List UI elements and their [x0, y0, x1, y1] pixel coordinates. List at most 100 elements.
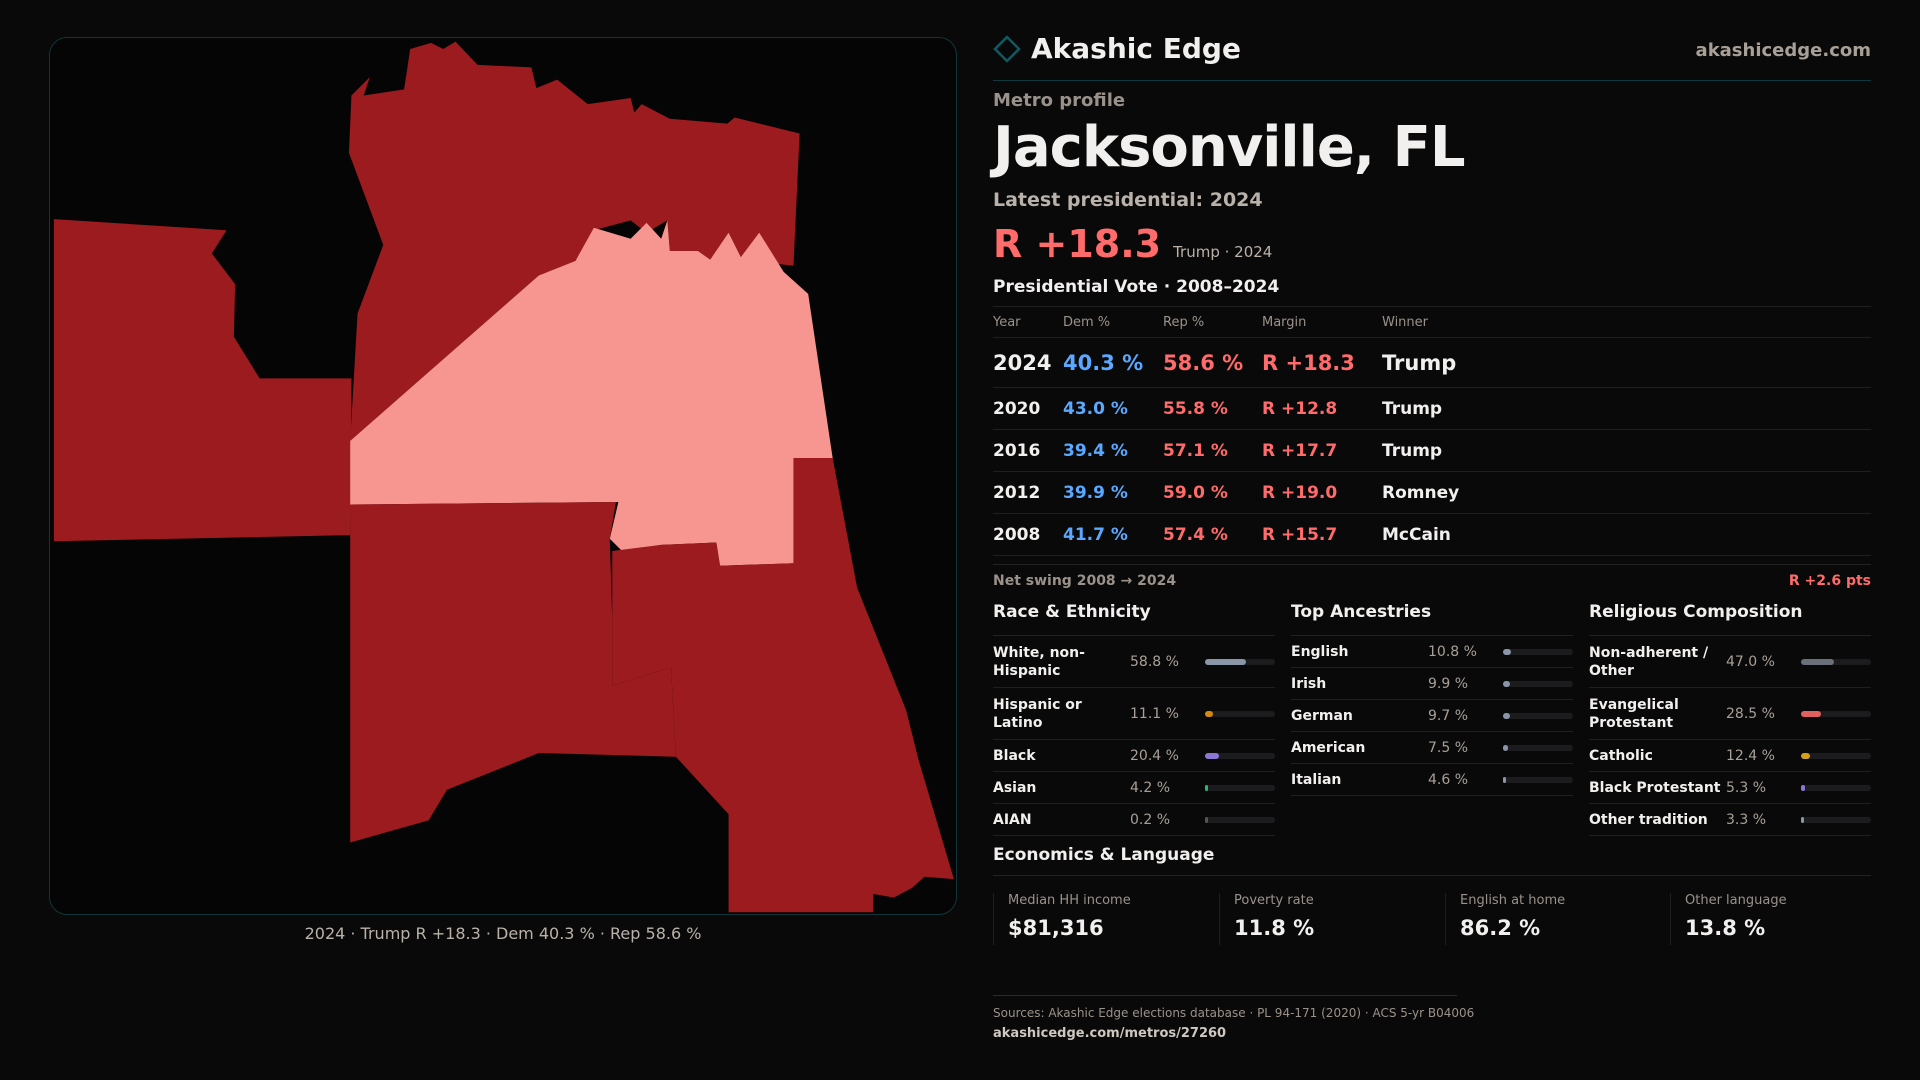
list-item: American 7.5 %	[1291, 732, 1573, 764]
list-item: White, non-Hispanic 58.8 %	[993, 636, 1275, 688]
item-bar	[1503, 712, 1573, 719]
site-link[interactable]: akashicedge.com	[1695, 40, 1871, 61]
item-bar	[1801, 710, 1871, 717]
latest-label: Latest presidential: 2024	[993, 189, 1263, 211]
dem-pct: 39.9 %	[1063, 482, 1128, 503]
item-bar-fill	[1801, 784, 1805, 791]
vote-table-title: Presidential Vote · 2008–2024	[993, 277, 1280, 297]
item-bar	[1205, 710, 1275, 717]
item-label: Irish	[1291, 675, 1327, 692]
ancestry-section: Top Ancestries English 10.8 % Irish 9.9 % Ge…	[1291, 602, 1573, 796]
list-item: Catholic 12.4 %	[1589, 740, 1871, 772]
item-bar-fill	[1205, 710, 1213, 717]
stat-value: 13.8 %	[1685, 916, 1766, 940]
table-row: 2020 43.0 % 55.8 % R +12.8 Trump	[993, 388, 1871, 430]
headline-sub: Trump · 2024	[1173, 243, 1273, 261]
brand[interactable]: Akashic Edge	[993, 32, 1241, 65]
item-value: 12.4 %	[1726, 747, 1775, 764]
item-bar	[1205, 658, 1275, 665]
year: 2008	[993, 524, 1041, 545]
footer-divider	[993, 995, 1457, 996]
vote-table: Year Dem % Rep % Margin Winner 2024 40.3…	[993, 306, 1871, 558]
item-value: 4.6 %	[1428, 771, 1469, 788]
county-core[interactable]	[350, 220, 833, 566]
winner: Romney	[1382, 482, 1460, 503]
item-value: 58.8 %	[1130, 653, 1179, 670]
item-value: 11.1 %	[1130, 705, 1179, 722]
item-bar	[1503, 776, 1573, 783]
list-item: Irish 9.9 %	[1291, 668, 1573, 700]
winner: Trump	[1382, 350, 1457, 375]
divider	[993, 564, 1871, 565]
item-label: Italian	[1291, 771, 1342, 788]
stat-other-language: Other language 13.8 %	[1670, 893, 1787, 945]
item-bar	[1801, 816, 1871, 823]
stat-label: English at home	[1460, 893, 1566, 908]
year: 2024	[993, 350, 1052, 375]
item-label: Black	[993, 747, 1036, 764]
item-value: 5.3 %	[1726, 779, 1767, 796]
item-label: Hispanic or Latino	[993, 696, 1082, 731]
item-value: 28.5 %	[1726, 705, 1775, 722]
col-year: Year	[993, 314, 1021, 330]
table-header: Year Dem % Rep % Margin Winner	[993, 306, 1871, 338]
item-value: 9.7 %	[1428, 707, 1469, 724]
item-bar	[1801, 784, 1871, 791]
item-value: 10.8 %	[1428, 643, 1477, 660]
stat-label: Other language	[1685, 893, 1787, 908]
county-north[interactable]	[348, 41, 800, 441]
list-item: Non-adherent / Other 47.0 %	[1589, 636, 1871, 688]
item-bar-fill	[1503, 680, 1510, 687]
county-west[interactable]	[53, 219, 352, 542]
section-title: Religious Composition	[1589, 602, 1871, 636]
item-label: Evangelical Protestant	[1589, 696, 1679, 731]
item-bar	[1801, 752, 1871, 759]
rep-pct: 55.8 %	[1163, 398, 1228, 419]
dem-pct: 43.0 %	[1063, 398, 1128, 419]
item-bar	[1503, 744, 1573, 751]
item-label: Non-adherent / Other	[1589, 644, 1709, 679]
item-label: German	[1291, 707, 1353, 724]
eyebrow: Metro profile	[993, 90, 1126, 111]
list-item: English 10.8 %	[1291, 636, 1573, 668]
item-value: 47.0 %	[1726, 653, 1775, 670]
item-bar-fill	[1503, 712, 1510, 719]
col-margin: Margin	[1262, 314, 1307, 330]
item-label: Catholic	[1589, 747, 1653, 764]
divider	[993, 875, 1871, 876]
item-value: 0.2 %	[1130, 811, 1171, 828]
county-southeast[interactable]	[612, 457, 954, 913]
stat-english: English at home 86.2 %	[1445, 893, 1565, 945]
rep-pct: 57.4 %	[1163, 524, 1228, 545]
list-item: Hispanic or Latino 11.1 %	[993, 688, 1275, 740]
col-rep: Rep %	[1163, 314, 1205, 330]
winner: Trump	[1382, 440, 1443, 461]
item-bar	[1205, 784, 1275, 791]
year: 2020	[993, 398, 1041, 419]
stat-median-income: Median HH income $81,316	[993, 893, 1131, 945]
margin: R +17.7	[1262, 440, 1338, 461]
rep-pct: 57.1 %	[1163, 440, 1228, 461]
item-bar-fill	[1503, 744, 1509, 751]
col-winner: Winner	[1382, 314, 1429, 330]
item-value: 3.3 %	[1726, 811, 1767, 828]
list-item: AIAN 0.2 %	[993, 804, 1275, 836]
margin: R +19.0	[1262, 482, 1338, 503]
margin: R +12.8	[1262, 398, 1338, 419]
table-row: 2012 39.9 % 59.0 % R +19.0 Romney	[993, 472, 1871, 514]
metro-url[interactable]: akashicedge.com/metros/27260	[993, 1026, 1227, 1041]
county-southwest[interactable]	[350, 502, 676, 843]
rep-pct: 59.0 %	[1163, 482, 1228, 503]
item-bar	[1503, 680, 1573, 687]
item-bar-fill	[1801, 658, 1834, 665]
item-bar	[1205, 816, 1275, 823]
item-label: AIAN	[993, 811, 1032, 828]
item-label: Black Protestant	[1589, 779, 1721, 796]
winner: McCain	[1382, 524, 1451, 545]
item-label: American	[1291, 739, 1366, 756]
item-bar-fill	[1801, 710, 1821, 717]
stat-value: 86.2 %	[1460, 916, 1541, 940]
headline-margin: R +18.3	[993, 222, 1162, 266]
stat-value: 11.8 %	[1234, 916, 1315, 940]
